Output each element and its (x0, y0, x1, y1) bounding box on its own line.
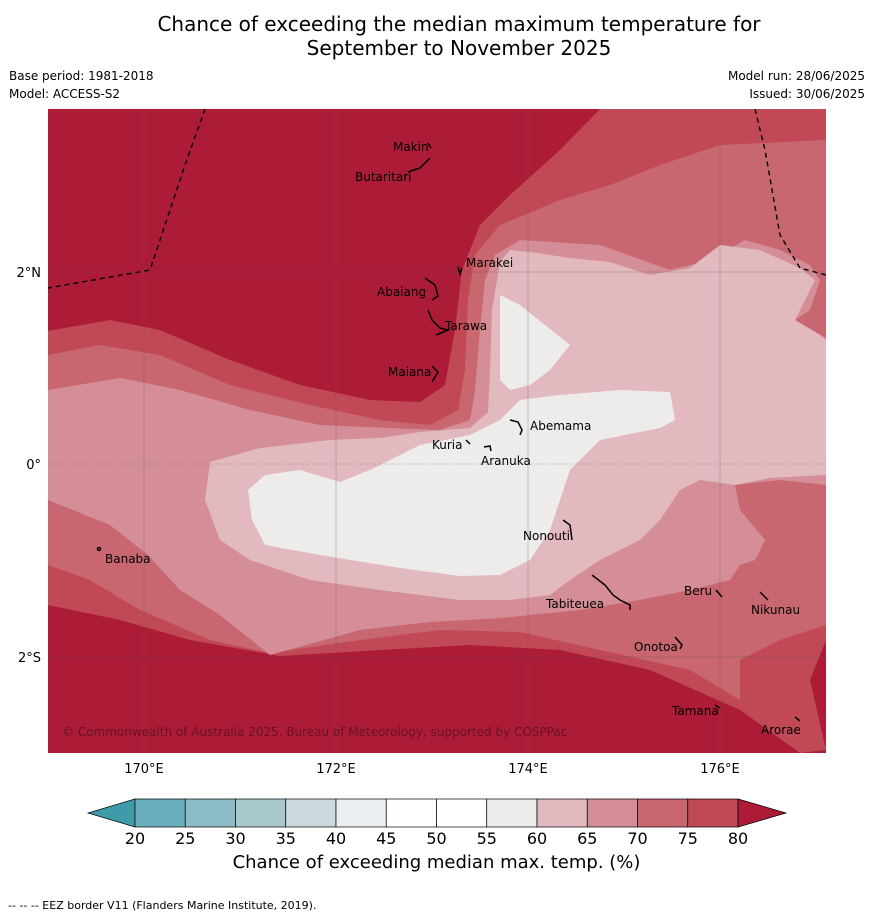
lon-tick-176: 176°E (700, 762, 740, 777)
colorbar-bin-40-45 (335, 798, 387, 828)
label-tabiteuea: Tabiteuea (545, 597, 604, 611)
island-marakei (457, 266, 463, 277)
label-nikunau: Nikunau (751, 603, 800, 617)
island-abaiang (424, 277, 439, 301)
title-line-2: September to November 2025 (306, 36, 612, 60)
lon-tick-170: 170°E (124, 762, 164, 777)
colorbar-tick-25: 25 (175, 829, 195, 848)
band-55-60 (248, 295, 675, 576)
label-tamana: Tamana (671, 704, 719, 718)
colorbar-bin-55-60 (486, 798, 538, 828)
issued-date: Issued: 30/06/2025 (749, 87, 865, 101)
axis-labels: 170°E 172°E 174°E 176°E 2°N 0° 2°S (17, 266, 740, 777)
colorbar-bin-75-80 (687, 798, 739, 828)
islands (96, 142, 801, 722)
model-name: Model: ACCESS-S2 (9, 87, 121, 101)
label-banaba: Banaba (105, 552, 151, 566)
colorbar-tick-20: 20 (125, 829, 145, 848)
label-marakei: Marakei (466, 256, 513, 270)
colorbar-tick-35: 35 (276, 829, 296, 848)
colorbar-bin-45-50 (385, 798, 437, 828)
island-arorae (794, 716, 801, 722)
colorbar-bin-60-65 (536, 798, 588, 828)
base-period: Base period: 1981-2018 (9, 69, 154, 83)
lat-tick-0: 0° (26, 458, 41, 473)
colorbar-tick-50: 50 (426, 829, 446, 848)
label-butaritari: Butaritari (355, 170, 412, 184)
colorbar-extend-high (737, 798, 788, 828)
colorbar-title: Chance of exceeding median max. temp. (%… (232, 852, 641, 873)
colorbar-bin-35-40 (285, 798, 337, 828)
lat-tick-2n: 2°N (17, 266, 42, 281)
colorbar-tick-30: 30 (225, 829, 245, 848)
lon-tick-174: 174°E (508, 762, 548, 777)
label-nonouti: Nonouti (523, 529, 570, 543)
colorbar-bin-30-35 (235, 798, 287, 828)
colorbar-bin-70-75 (637, 798, 689, 828)
label-onotoa: Onotoa (634, 640, 678, 654)
island-onotoa (674, 636, 683, 650)
eez-border-east (754, 109, 826, 276)
gridlines (48, 109, 826, 753)
colorbar-tick-55: 55 (477, 829, 497, 848)
copyright-text: © Commonwealth of Australia 2025, Bureau… (62, 725, 567, 739)
label-kuria: Kuria (432, 438, 463, 452)
island-nonouti (562, 519, 573, 541)
label-makin: Makin (393, 140, 429, 154)
lon-tick-172: 172°E (316, 762, 356, 777)
colorbar-bin-20-25 (134, 798, 186, 828)
eez-footnote: -- -- -- EEZ border V11 (Flanders Marine… (8, 899, 317, 912)
island-abemama (509, 419, 523, 436)
colorbar-tick-60: 60 (527, 829, 547, 848)
colorbar-tick-65: 65 (577, 829, 597, 848)
label-maiana: Maiana (388, 365, 431, 379)
island-tabiteuea (591, 574, 631, 610)
colorbar-tick-40: 40 (326, 829, 346, 848)
island-tarawa (427, 309, 451, 336)
island-butaritari (407, 157, 431, 173)
island-nikunau (759, 591, 769, 601)
eez-border-west (48, 109, 206, 289)
probability-map: Makin Butaritari Marakei Abaiang Tarawa … (48, 109, 826, 753)
island-kuria (465, 439, 471, 445)
label-tarawa: Tarawa (444, 319, 487, 333)
label-abaiang: Abaiang (377, 285, 426, 299)
island-tamana (714, 704, 721, 709)
label-aranuka: Aranuka (481, 454, 531, 468)
colorbar-tick-75: 75 (678, 829, 698, 848)
island-beru (715, 589, 723, 598)
model-run: Model run: 28/06/2025 (727, 69, 865, 83)
colorbar (86, 798, 788, 828)
colorbar-tick-labels: 20 25 30 35 40 45 50 55 60 65 70 75 80 (125, 829, 748, 848)
island-aranuka (483, 445, 492, 452)
label-arorae: Arorae (761, 723, 801, 737)
colorbar-tick-45: 45 (376, 829, 396, 848)
meta-left: Base period: 1981-2018 Model: ACCESS-S2 (9, 67, 154, 103)
island-maiana (431, 365, 439, 383)
lat-tick-2s: 2°S (18, 651, 41, 666)
label-abemama: Abemama (530, 419, 591, 433)
chart-title: Chance of exceeding the median maximum t… (0, 12, 873, 60)
colorbar-bin-25-30 (184, 798, 236, 828)
colorbar-tick-70: 70 (627, 829, 647, 848)
island-makin (427, 142, 432, 149)
place-labels: Makin Butaritari Marakei Abaiang Tarawa … (105, 140, 801, 737)
title-line-1: Chance of exceeding the median maximum t… (157, 12, 761, 36)
colorbar-bin-65-70 (586, 798, 638, 828)
label-beru: Beru (684, 584, 712, 598)
meta-right: Model run: 28/06/2025 Issued: 30/06/2025 (728, 67, 865, 103)
island-banaba (96, 546, 102, 552)
colorbar-tick-80: 80 (728, 829, 748, 848)
colorbar-bin-50-55 (436, 798, 488, 828)
colorbar-extend-low (86, 798, 136, 828)
